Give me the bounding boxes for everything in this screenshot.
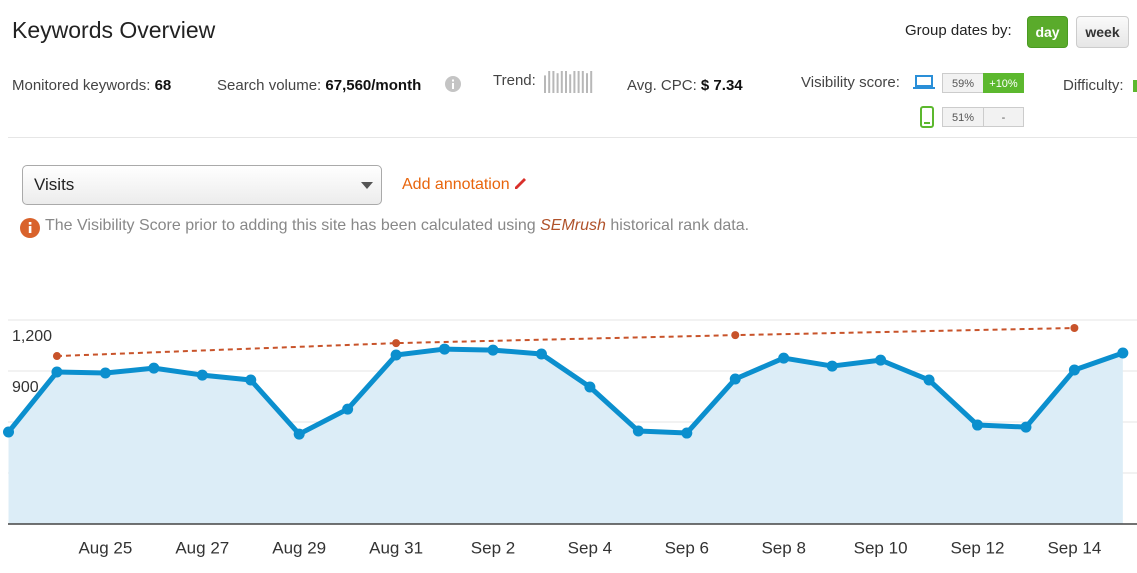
group-label: Group dates by: — [905, 22, 1012, 39]
group-button[interactable]: week — [1076, 16, 1129, 48]
difficulty-badge — [1133, 80, 1137, 92]
visits-line — [6, 346, 1124, 437]
visits-point — [826, 360, 838, 372]
x-tick-label: Sep 2 — [471, 538, 515, 557]
group-button[interactable]: day — [1027, 16, 1068, 48]
stat-value: 67,560/month — [325, 77, 422, 94]
visits-point — [778, 352, 790, 364]
visits-point — [1020, 421, 1032, 433]
visits-point — [245, 374, 257, 386]
desktop-score: 59% — [942, 73, 984, 93]
y-tick-label: 1,200 — [12, 328, 52, 345]
y-tick-label: 900 — [12, 379, 39, 396]
trend-bar — [577, 71, 580, 93]
trend-bar — [560, 71, 563, 93]
visits-point — [632, 425, 644, 437]
stat: Monitored keywords: 68 — [12, 77, 171, 94]
stat-label: Avg. CPC: — [627, 77, 697, 94]
trend-bar — [581, 71, 584, 93]
x-tick-label: Aug 31 — [369, 538, 423, 557]
visits-point — [875, 354, 887, 366]
visibility-point — [392, 339, 401, 348]
x-tick-label: Sep 14 — [1047, 538, 1101, 557]
semrush-link[interactable]: SEMrush — [540, 217, 606, 234]
visits-point — [196, 369, 208, 381]
visibility-line — [56, 326, 1075, 358]
info-icon[interactable] — [444, 75, 462, 93]
trend-bar — [548, 71, 551, 93]
x-tick-label: Aug 29 — [272, 538, 326, 557]
notice-text: historical rank data. — [610, 217, 750, 234]
stat-label: Monitored keywords: — [12, 77, 151, 94]
x-tick-label: Aug 25 — [78, 538, 132, 557]
trend-bar — [552, 71, 555, 93]
x-tick-label: Sep 4 — [568, 538, 612, 557]
visits-point — [51, 366, 63, 378]
notice-icon — [20, 218, 40, 238]
difficulty-label: Difficulty: — [1063, 77, 1124, 94]
add-annotation[interactable]: Add annotation — [402, 176, 528, 194]
visits-point — [99, 367, 111, 379]
visits-point — [535, 348, 547, 360]
visits-point — [972, 419, 983, 431]
visits-point — [681, 427, 693, 439]
x-tick-label: Aug 27 — [175, 538, 229, 557]
dropdown-value: Visits — [34, 175, 75, 194]
stat-value: 68 — [154, 77, 172, 94]
page-title: Keywords Overview — [12, 17, 216, 43]
visibility-label: Visibility score: — [801, 74, 900, 91]
stat-value: $ 7.34 — [700, 77, 743, 94]
desktop-change: +10% — [983, 73, 1024, 93]
visibility-point — [731, 331, 740, 340]
metric-dropdown[interactable]: Visits — [22, 165, 382, 205]
separator — [8, 137, 1137, 138]
x-tick-label: Sep 6 — [665, 538, 709, 557]
mobile-score: 51% — [942, 107, 984, 127]
visits-point — [487, 344, 499, 356]
annotation-text: Add annotation — [402, 176, 510, 193]
x-tick-label: Sep 8 — [761, 538, 805, 557]
visits-point — [390, 349, 402, 361]
visits-point — [148, 362, 160, 374]
pencil-icon — [515, 178, 527, 189]
trend-bar — [556, 73, 559, 93]
notice: The Visibility Score prior to adding thi… — [45, 217, 749, 235]
visits-point — [1068, 364, 1080, 376]
stat: Search volume: 67,560/month — [217, 77, 421, 94]
mobile-icon — [920, 106, 934, 128]
trend-sparkline — [544, 71, 593, 93]
visits-point — [439, 343, 451, 355]
trend-bar — [586, 73, 588, 93]
visits-point — [342, 403, 354, 415]
trend-bar — [573, 71, 576, 93]
area-fill — [8, 349, 1123, 524]
stat-label: Search volume: — [217, 77, 322, 94]
trend-bar — [590, 71, 593, 93]
trend-bar — [565, 71, 567, 93]
desktop-icon — [913, 75, 935, 89]
trend-bar — [544, 75, 546, 93]
visits-point — [729, 373, 741, 385]
visits-point — [1117, 347, 1129, 359]
visibility-point — [52, 352, 61, 361]
x-tick-label: Sep 12 — [951, 538, 1005, 557]
visits-point — [584, 381, 596, 393]
mobile-change: - — [983, 107, 1024, 127]
x-tick-label: Sep 10 — [854, 538, 908, 557]
visibility-point — [1070, 323, 1079, 332]
trend-bar — [569, 74, 572, 93]
visits-point — [293, 428, 305, 440]
visits-point — [3, 426, 14, 438]
dropdown-arrow — [361, 182, 373, 189]
stat: Avg. CPC: $ 7.34 — [627, 77, 743, 94]
stat-label: Trend: — [493, 72, 536, 89]
notice-text: The Visibility Score prior to adding thi… — [45, 217, 536, 234]
visits-point — [923, 374, 935, 386]
